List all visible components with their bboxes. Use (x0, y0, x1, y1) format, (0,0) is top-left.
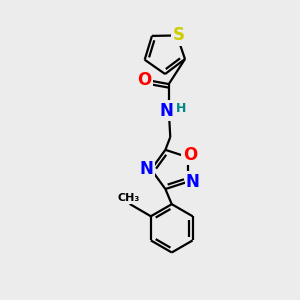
Text: O: O (183, 146, 197, 164)
Text: H: H (176, 102, 186, 115)
Text: N: N (160, 102, 173, 120)
Text: S: S (172, 26, 184, 44)
Text: N: N (186, 172, 200, 190)
Text: CH₃: CH₃ (117, 193, 139, 203)
Text: O: O (137, 70, 152, 88)
Text: N: N (140, 160, 154, 178)
